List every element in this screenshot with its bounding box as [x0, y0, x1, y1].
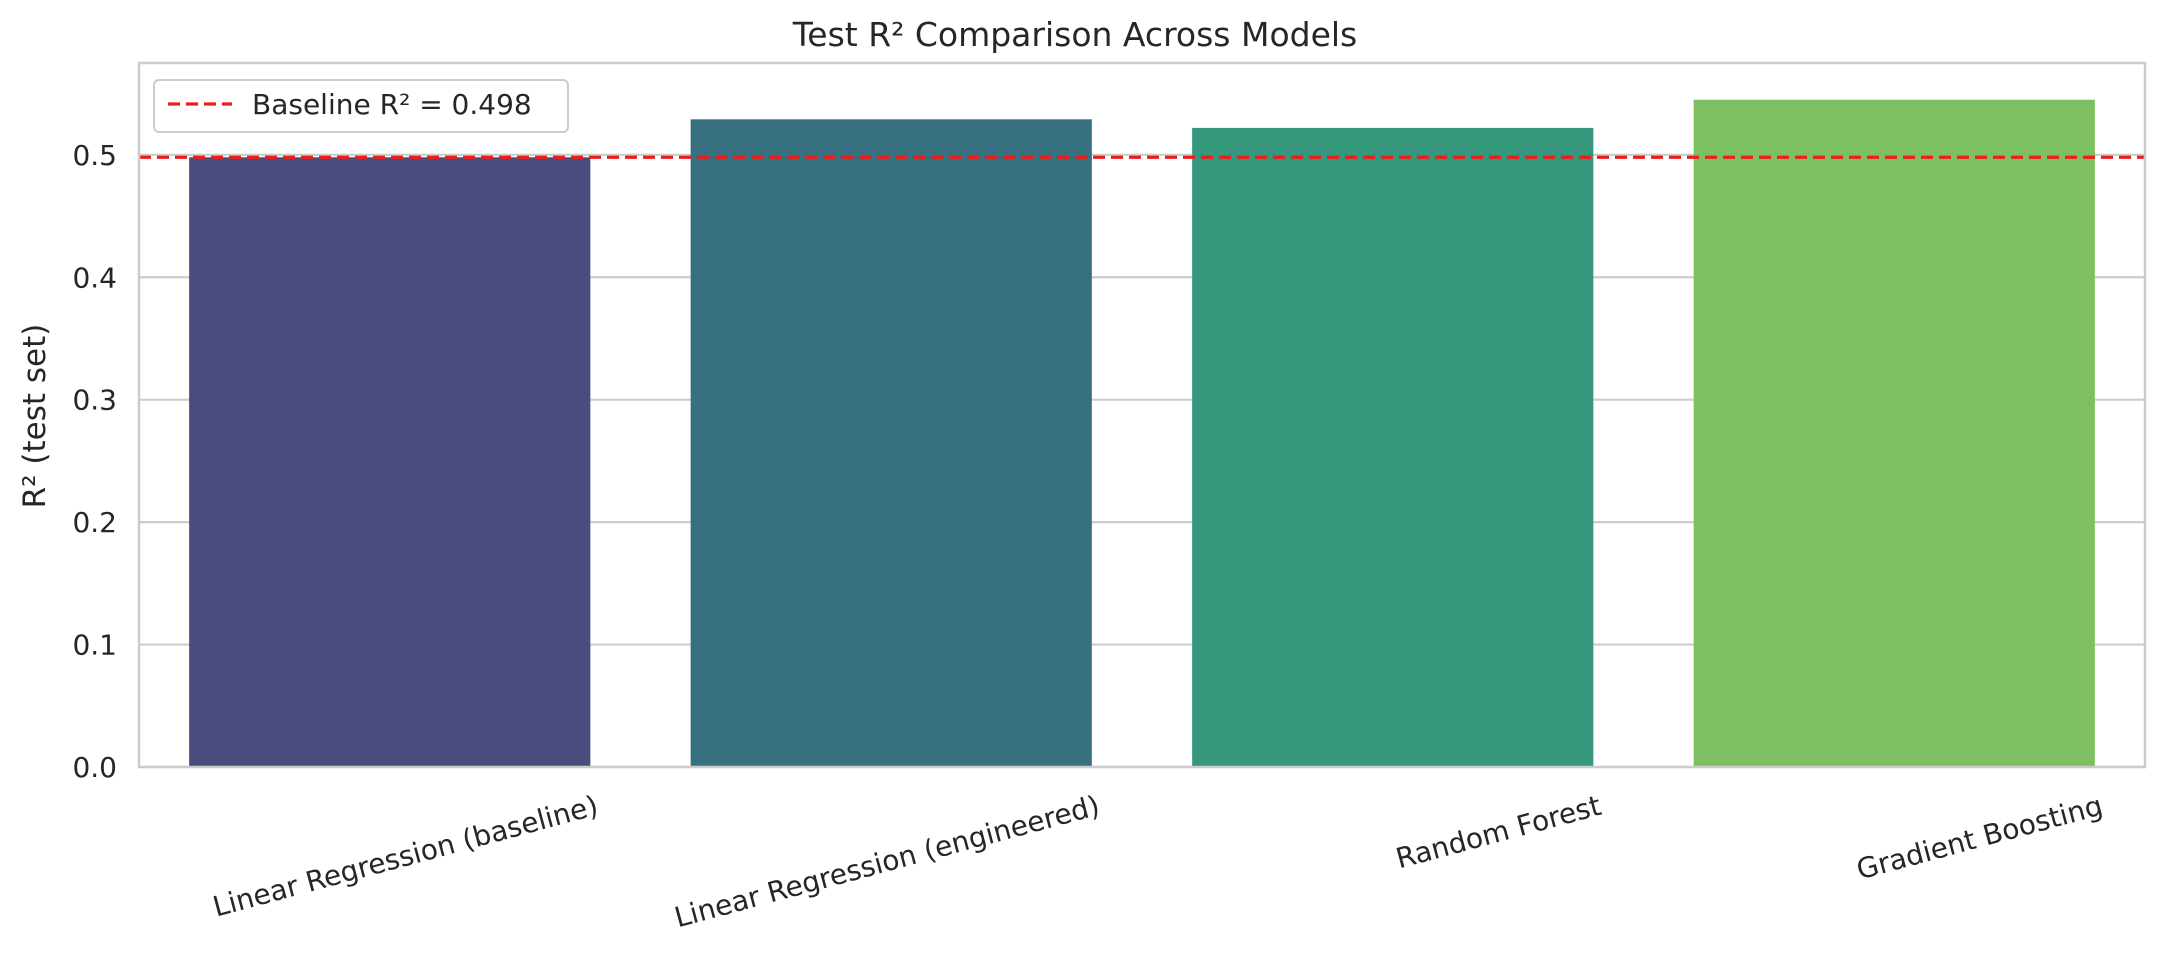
y-tick-label: 0.1 — [72, 629, 117, 662]
bar — [690, 119, 1092, 767]
legend: Baseline R² = 0.498 — [153, 79, 569, 133]
y-tick-label: 0.5 — [72, 139, 117, 172]
bar — [189, 157, 591, 767]
bar — [1693, 99, 2095, 767]
y-tick-label: 0.0 — [72, 751, 117, 784]
y-tick-label: 0.2 — [72, 506, 117, 539]
bar — [1192, 127, 1594, 767]
legend-box — [153, 79, 569, 133]
chart-title: Test R² Comparison Across Models — [792, 15, 1358, 54]
y-axis-label: R² (test set) — [17, 324, 53, 509]
y-tick-labels: 0.0 0.1 0.2 0.3 0.4 0.5 — [72, 139, 117, 784]
y-tick-label: 0.3 — [72, 384, 117, 417]
plot-frame — [137, 61, 2147, 769]
bars — [189, 99, 2095, 767]
legend-label: Baseline R² = 0.498 — [252, 88, 532, 121]
y-tick-label: 0.4 — [72, 261, 117, 294]
